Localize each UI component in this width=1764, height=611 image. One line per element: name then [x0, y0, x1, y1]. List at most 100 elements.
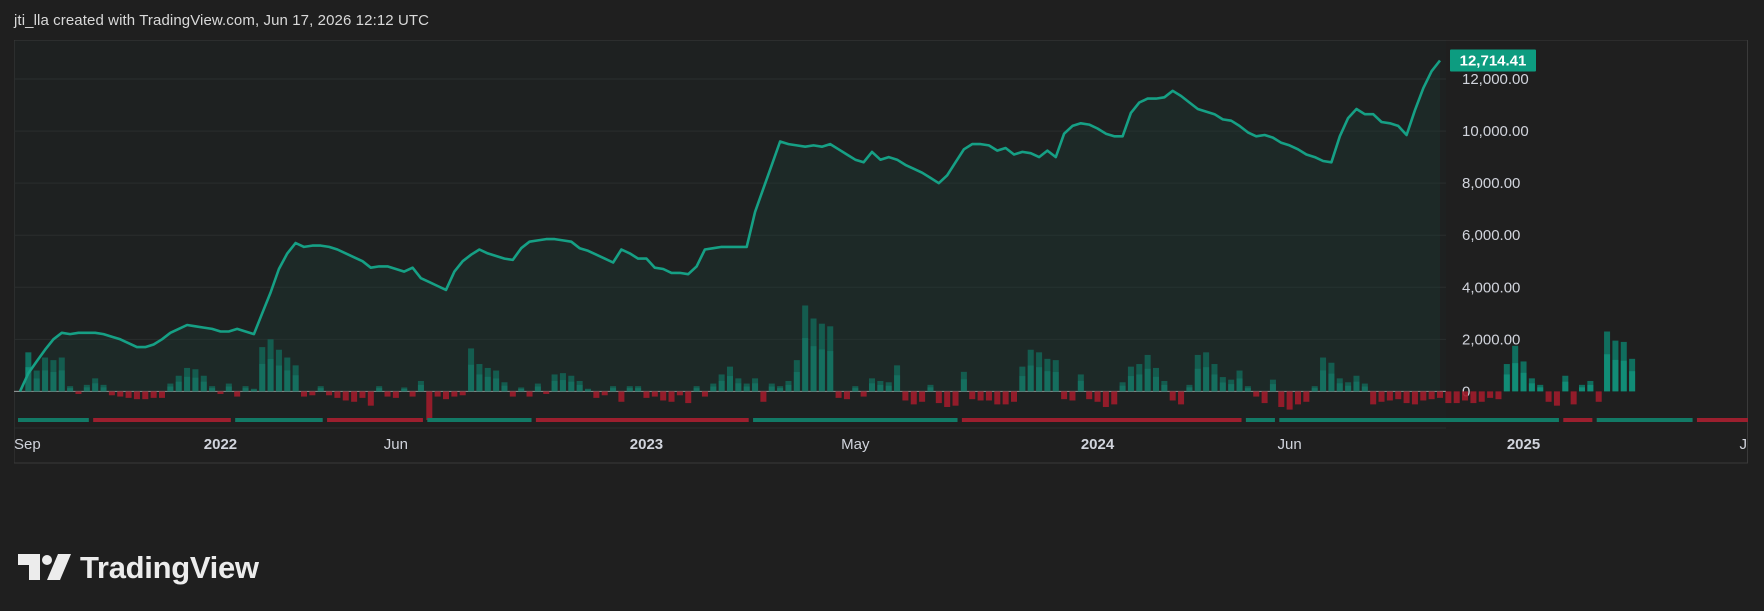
histogram-bar-negative[interactable]: [919, 391, 926, 402]
histogram-bar-negative[interactable]: [760, 391, 767, 402]
histogram-bar-negative[interactable]: [618, 391, 625, 402]
histogram-bar-negative[interactable]: [969, 391, 976, 400]
tradingview-branding[interactable]: TradingView: [18, 550, 259, 586]
histogram-bar-negative[interactable]: [158, 391, 166, 398]
trend-strip-segment: [1563, 418, 1593, 422]
histogram-bar-negative[interactable]: [133, 391, 140, 400]
histogram-bar-core: [1019, 376, 1026, 392]
histogram-bar-negative[interactable]: [1570, 391, 1577, 405]
histogram-bar-negative[interactable]: [1178, 391, 1185, 405]
histogram-bar-negative[interactable]: [1470, 391, 1477, 404]
histogram-bar-negative[interactable]: [910, 391, 917, 405]
histogram-bar-negative[interactable]: [300, 391, 308, 397]
histogram-bar-negative[interactable]: [217, 391, 224, 394]
histogram-bar-negative[interactable]: [1253, 391, 1260, 397]
histogram-bar-negative[interactable]: [1436, 391, 1444, 398]
histogram-bar-negative[interactable]: [1545, 391, 1552, 402]
price-line[interactable]: [18, 59, 1442, 392]
histogram-bar-negative[interactable]: [150, 391, 157, 398]
histogram-bar-negative[interactable]: [234, 391, 241, 397]
histogram-bar-negative[interactable]: [1286, 391, 1293, 410]
histogram-bar-negative[interactable]: [1169, 391, 1176, 401]
histogram-bar-negative[interactable]: [459, 391, 466, 396]
chart-panel[interactable]: 12,000.00 10,000.00 8,000.00 6,000.00 4,000.…: [14, 40, 1748, 522]
histogram-bar-negative[interactable]: [985, 391, 992, 401]
price-chart[interactable]: 12,000.00 10,000.00 8,000.00 6,000.00 4,000.…: [14, 40, 1748, 522]
histogram-bar-negative[interactable]: [117, 391, 124, 397]
histogram-bar-negative[interactable]: [75, 391, 82, 394]
histogram-bar-negative[interactable]: [944, 391, 951, 407]
histogram-bar-negative[interactable]: [685, 391, 692, 404]
histogram-bar-negative[interactable]: [952, 391, 959, 406]
histogram-bar-negative[interactable]: [1495, 391, 1502, 400]
histogram-bar-negative[interactable]: [1061, 391, 1068, 400]
histogram-bar-negative[interactable]: [108, 391, 115, 396]
histogram-bar-negative[interactable]: [843, 391, 850, 400]
histogram-bar-negative[interactable]: [1411, 391, 1418, 405]
histogram-bar-negative[interactable]: [309, 391, 316, 396]
histogram-bar-negative[interactable]: [1462, 391, 1469, 401]
histogram-bar-negative[interactable]: [543, 391, 550, 394]
histogram-bar-negative[interactable]: [1553, 391, 1560, 406]
histogram-bar-negative[interactable]: [342, 391, 349, 401]
histogram-bar-negative[interactable]: [1403, 391, 1410, 404]
histogram-bar-negative[interactable]: [1069, 391, 1076, 401]
histogram-bar-core: [1077, 380, 1084, 392]
histogram-bar-negative[interactable]: [994, 391, 1001, 405]
histogram-bar-negative[interactable]: [601, 391, 608, 396]
histogram-bar-negative[interactable]: [835, 391, 842, 398]
histogram-bar-negative[interactable]: [1370, 391, 1377, 405]
histogram-bar-negative[interactable]: [142, 391, 149, 400]
histogram-bar-negative[interactable]: [1094, 391, 1101, 402]
histogram-bar-negative[interactable]: [125, 391, 132, 398]
histogram-bar-negative[interactable]: [409, 391, 416, 397]
histogram-bar-negative[interactable]: [660, 391, 667, 401]
histogram-bar-negative[interactable]: [1428, 391, 1435, 400]
histogram-bar-negative[interactable]: [1487, 391, 1494, 398]
histogram-bar-negative[interactable]: [701, 391, 708, 397]
histogram-bar-negative[interactable]: [651, 391, 658, 397]
histogram-bar-negative[interactable]: [1420, 391, 1427, 401]
histogram-bar-negative[interactable]: [1595, 391, 1602, 402]
histogram-bar-negative[interactable]: [1261, 391, 1268, 404]
histogram-bar-negative[interactable]: [977, 391, 984, 401]
histogram-bar-negative[interactable]: [334, 391, 341, 398]
histogram-bar-negative[interactable]: [1086, 391, 1093, 400]
histogram-bar-negative[interactable]: [451, 391, 458, 397]
histogram-bar-negative[interactable]: [1395, 391, 1402, 400]
histogram-bar-negative[interactable]: [676, 391, 683, 396]
histogram-bar-negative[interactable]: [1002, 391, 1009, 405]
histogram-bar-core: [376, 388, 383, 392]
histogram-bar-negative[interactable]: [1278, 391, 1285, 407]
histogram-bar-negative[interactable]: [668, 391, 675, 402]
histogram-bar-negative[interactable]: [593, 391, 600, 398]
histogram-bar-negative[interactable]: [351, 391, 358, 402]
histogram-bar-negative[interactable]: [1111, 391, 1118, 405]
histogram-bar-negative[interactable]: [1453, 391, 1460, 404]
histogram-bar-negative[interactable]: [643, 391, 650, 398]
last-price-badge[interactable]: [1450, 49, 1536, 72]
histogram-bar-negative[interactable]: [935, 391, 942, 404]
histogram-bar-negative[interactable]: [860, 391, 867, 397]
histogram-bar-negative[interactable]: [902, 391, 909, 401]
histogram-bar-core: [1503, 374, 1510, 392]
histogram-bar-negative[interactable]: [1386, 391, 1393, 401]
histogram-bar-negative[interactable]: [526, 391, 533, 397]
histogram-bar-negative[interactable]: [434, 391, 441, 397]
histogram-bar-negative[interactable]: [426, 391, 433, 420]
histogram-bar-negative[interactable]: [1378, 391, 1385, 402]
histogram-bar-negative[interactable]: [359, 391, 366, 398]
histogram-bar-negative[interactable]: [442, 391, 450, 400]
histogram-bar-negative[interactable]: [1294, 391, 1302, 405]
histogram-bar-core: [1211, 374, 1218, 392]
histogram-bar-negative[interactable]: [1478, 391, 1485, 402]
histogram-bar-negative[interactable]: [384, 391, 391, 397]
histogram-bar-negative[interactable]: [509, 391, 516, 397]
histogram-bar-negative[interactable]: [1010, 391, 1018, 402]
histogram-bar-negative[interactable]: [1303, 391, 1310, 402]
histogram-bar-negative[interactable]: [1102, 391, 1109, 407]
histogram-bar-negative[interactable]: [367, 391, 374, 406]
histogram-bar-negative[interactable]: [392, 391, 399, 398]
histogram-bar-negative[interactable]: [1445, 391, 1452, 404]
histogram-bar-negative[interactable]: [326, 391, 333, 396]
